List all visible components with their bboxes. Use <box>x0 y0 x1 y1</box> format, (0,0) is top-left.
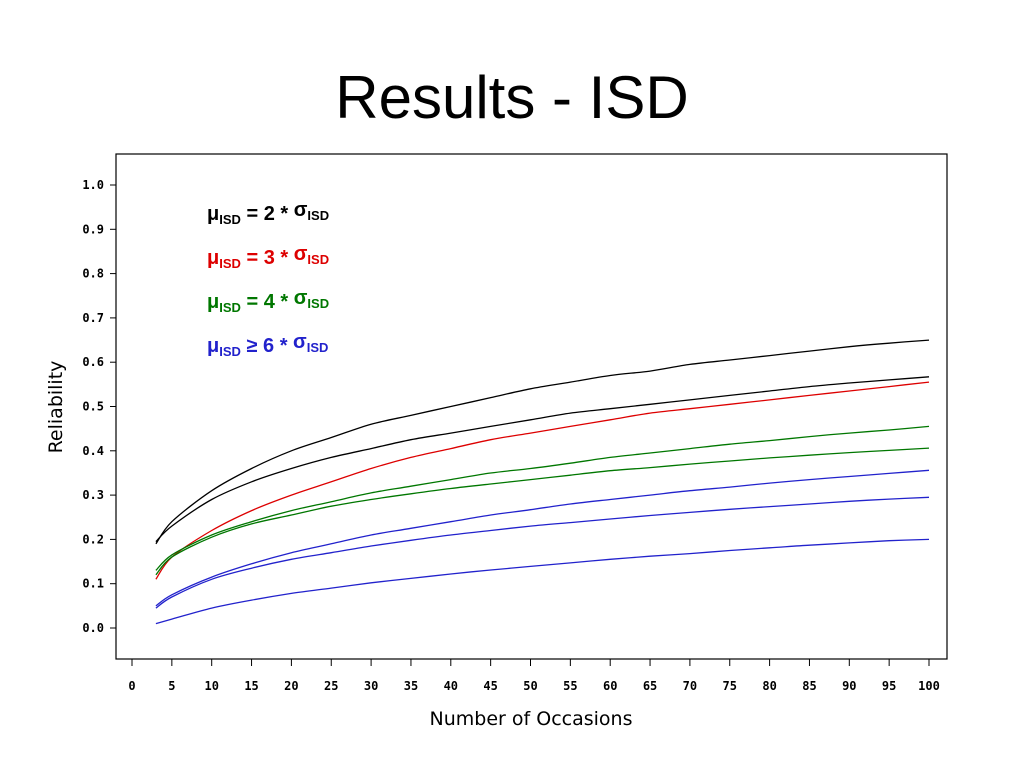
legend-text-part: ≥ 6 * <box>241 335 293 357</box>
x-tick-label: 15 <box>244 679 258 693</box>
series-line-3 <box>155 381 930 580</box>
x-tick-label: 75 <box>723 679 737 693</box>
series-line-1 <box>155 339 930 545</box>
legend-subscript: ISD <box>307 340 329 355</box>
x-tick-label: 95 <box>882 679 896 693</box>
x-tick-label: 55 <box>563 679 577 693</box>
series-line-4 <box>155 425 930 571</box>
y-tick-label: 0.0 <box>82 621 104 635</box>
y-tick-label: 1.0 <box>82 178 104 192</box>
y-axis-label: Reliability <box>45 361 67 454</box>
y-tick-label: 0.3 <box>82 488 104 502</box>
x-tick-label: 20 <box>284 679 298 693</box>
plot-frame <box>115 153 948 660</box>
legend-subscript: ISD <box>307 208 329 223</box>
y-axis: 0.0 0.1 0.2 0.3 0.4 0.5 0.6 0.7 0.8 0.9 1.0 <box>82 178 116 635</box>
legend-subscript: ISD <box>307 296 329 311</box>
y-tick-label: 0.7 <box>82 311 104 325</box>
legend-entry: μISD = 3 * σISD <box>207 243 329 271</box>
series-line-5 <box>155 447 930 576</box>
series-line-6 <box>155 469 930 607</box>
legend-text-part: μ <box>207 335 219 357</box>
legend-text-part: μ <box>207 247 219 269</box>
x-tick-label: 40 <box>444 679 458 693</box>
x-tick-label: 70 <box>683 679 697 693</box>
legend-text-part: μ <box>207 203 219 225</box>
legend-text-part: σ <box>293 331 307 353</box>
y-tick-label: 0.1 <box>82 577 104 591</box>
slide-title: Results - ISD <box>335 64 689 131</box>
x-tick-label: 90 <box>842 679 856 693</box>
y-tick-label: 0.5 <box>82 400 104 414</box>
series-line-8 <box>155 538 930 625</box>
series-lines <box>155 339 930 625</box>
legend-text-part: σ <box>294 243 308 265</box>
legend-entry: μISD = 2 * σISD <box>207 199 329 227</box>
legend-text-part: σ <box>294 287 308 309</box>
legend-subscript: ISD <box>219 300 241 315</box>
x-tick-label: 30 <box>364 679 378 693</box>
y-tick-label: 0.2 <box>82 532 104 546</box>
x-tick-label: 80 <box>762 679 776 693</box>
x-tick-label: 0 <box>128 679 135 693</box>
legend-text-part: = 3 * <box>241 247 294 269</box>
y-tick-label: 0.9 <box>82 222 104 236</box>
legend-text-part: = 4 * <box>241 291 294 313</box>
legend-text-part: σ <box>294 199 308 221</box>
legend-text-part: μ <box>207 291 219 313</box>
x-tick-label: 85 <box>802 679 816 693</box>
x-axis-label: Number of Occasions <box>430 708 633 730</box>
x-tick-label: 100 <box>918 679 940 693</box>
legend-text-part: = 2 * <box>241 203 294 225</box>
x-tick-label: 50 <box>523 679 537 693</box>
y-tick-label: 0.6 <box>82 355 104 369</box>
legend-subscript: ISD <box>219 212 241 227</box>
legend-subscript: ISD <box>219 256 241 271</box>
legend-subscript: ISD <box>307 252 329 267</box>
y-tick-label: 0.4 <box>82 444 104 458</box>
x-tick-label: 25 <box>324 679 338 693</box>
series-line-7 <box>155 496 930 609</box>
x-tick-label: 60 <box>603 679 617 693</box>
x-tick-label: 45 <box>483 679 497 693</box>
x-tick-label: 10 <box>204 679 218 693</box>
x-tick-label: 65 <box>643 679 657 693</box>
x-tick-label: 5 <box>168 679 175 693</box>
legend-subscript: ISD <box>219 344 241 359</box>
x-tick-label: 35 <box>404 679 418 693</box>
series-line-2 <box>155 376 930 543</box>
legend-entry: μISD = 4 * σISD <box>207 287 329 315</box>
y-tick-label: 0.8 <box>82 267 104 281</box>
x-axis: 0 5 10 15 20 25 30 35 40 45 50 55 60 65 70 75 80 85 90 95 10… <box>128 659 940 693</box>
legend-entry: μISD ≥ 6 * σISD <box>207 331 328 359</box>
